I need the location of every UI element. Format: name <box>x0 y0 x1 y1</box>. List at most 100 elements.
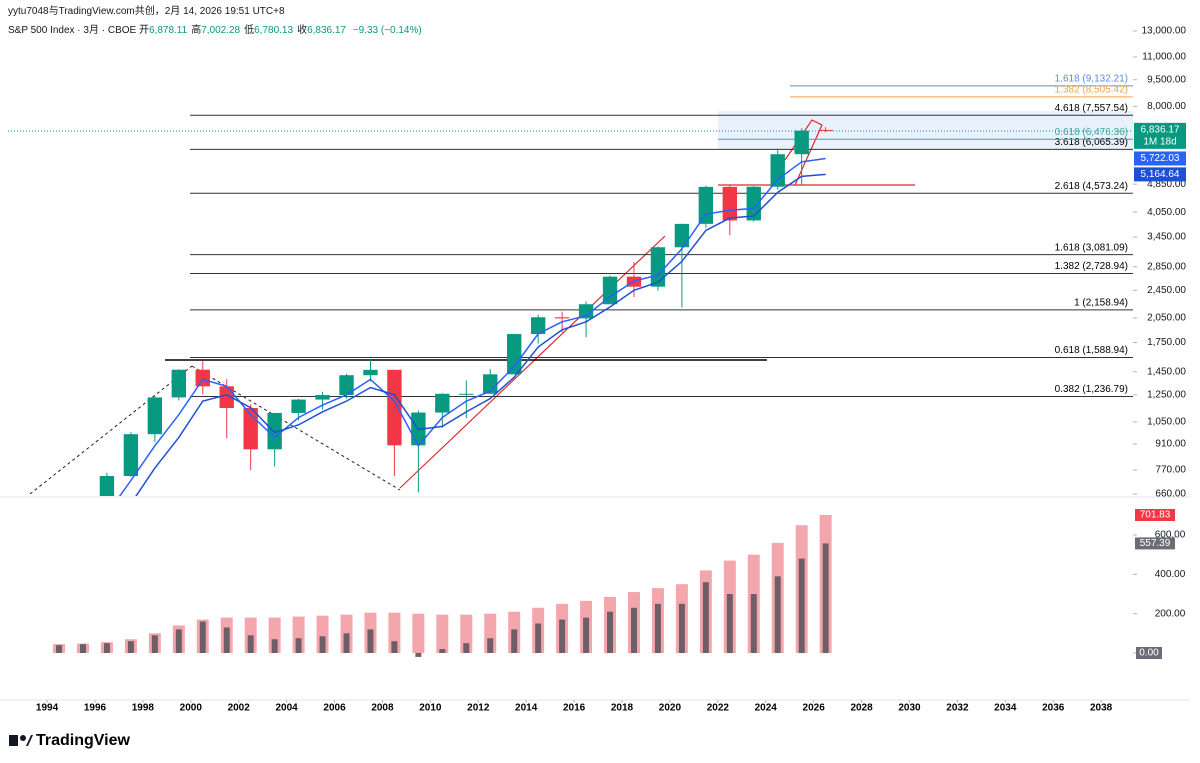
legend-row: S&P 500 Index · 3月 · CBOE 开6,878.11 高7,00… <box>8 24 422 38</box>
indicator-bar <box>175 629 182 653</box>
price-badge-label: 5,722.03 <box>1141 153 1180 164</box>
indicator-bar <box>630 607 637 653</box>
ma-line <box>118 157 826 496</box>
indicator-bar <box>654 603 661 653</box>
y-tick-label: 4,850.00 <box>1147 179 1186 190</box>
fib-label: 0.382 (1,236.79) <box>1055 384 1128 395</box>
y-tick-label: 2,050.00 <box>1147 313 1186 324</box>
trend-line <box>29 365 193 495</box>
y-tick-label: 11,000.00 <box>1142 52 1186 63</box>
x-tick-label: 2032 <box>946 703 969 714</box>
axis-badge <box>1136 647 1162 659</box>
y-tick-label: 1,450.00 <box>1147 366 1186 377</box>
fib-label: 1.382 (2,728.94) <box>1055 261 1128 272</box>
last-price-label: 6,836.17 <box>1141 124 1180 135</box>
candle-body <box>363 369 378 376</box>
y-tick-label: 4,050.00 <box>1147 207 1186 218</box>
candle-body <box>459 393 474 395</box>
ohlc: 开6,878.11 高7,002.28 低6,780.13 收6,836.17 <box>139 25 350 36</box>
candle-body <box>530 317 546 335</box>
indicator-bar <box>271 639 278 653</box>
candle-body <box>698 186 714 224</box>
fib-zone <box>718 111 1133 149</box>
candle-body <box>818 129 833 131</box>
price-badge <box>1134 122 1186 149</box>
x-tick-label: 2002 <box>228 703 251 714</box>
change: −9.33 (−0.14%) <box>352 25 422 36</box>
candle-body <box>483 374 498 394</box>
y-tick-label: 13,000.00 <box>1142 26 1187 37</box>
indicator-bar <box>750 594 757 653</box>
y-tick-label: 1,750.00 <box>1147 337 1186 348</box>
x-tick-label: 2008 <box>371 703 394 714</box>
x-tick-label: 1994 <box>36 703 59 714</box>
x-tick-label: 2036 <box>1042 703 1065 714</box>
indicator-bar <box>127 641 134 653</box>
price-badge <box>1134 151 1186 166</box>
fib-label: 0.618 (6,476.36) <box>1055 127 1128 138</box>
indicator-bar <box>460 614 473 653</box>
candle-body <box>147 397 163 435</box>
x-tick-label: 2030 <box>898 703 921 714</box>
y-tick-label: 3,450.00 <box>1147 232 1186 243</box>
candle-body <box>387 369 402 446</box>
indicator-bar <box>343 633 350 653</box>
axes: 13,000.00 11,000.00 9,500.00 8,000.00 4,850.… <box>36 26 1187 714</box>
indicator-bar <box>678 603 685 653</box>
indicator-bar <box>391 641 398 653</box>
trend-line <box>399 235 666 489</box>
price-badge-label: 5,164.64 <box>1141 169 1180 180</box>
ohlc-label: 低 <box>244 25 255 36</box>
indicator-badge <box>1135 537 1175 550</box>
x-tick-label: 2022 <box>707 703 730 714</box>
y-tick-label: 1,250.00 <box>1147 389 1186 400</box>
ohlc-value: 6,878.11 <box>149 25 188 36</box>
candle-body <box>578 304 594 319</box>
y-tick-label: 2,450.00 <box>1147 285 1186 296</box>
countdown: 1M 18d <box>1143 136 1176 147</box>
indicator-bar <box>415 653 422 657</box>
indicator-bar <box>463 643 470 653</box>
indicator-bar <box>535 623 542 653</box>
price-pane: 0.382 (1,236.79) 0.618 (1,588.94) 1 (2,158… <box>99 73 1133 496</box>
header: yytu7048与TradingView.com共创，2月 14, 2026 1… <box>8 5 422 38</box>
drawings <box>8 111 1133 495</box>
candle-body <box>435 393 450 413</box>
fib-label: 1.618 (3,081.09) <box>1055 242 1128 253</box>
candle-body <box>171 369 186 398</box>
x-tick-label: 2018 <box>611 703 634 714</box>
indicator-bar <box>436 614 449 653</box>
attribution: yytu7048与TradingView.com共创，2月 14, 2026 1… <box>8 6 285 17</box>
indicator-bar <box>559 619 566 653</box>
indicator-bar <box>774 576 781 653</box>
ohlc-value: 6,836.17 <box>307 25 346 36</box>
x-tick-label: 2010 <box>419 703 442 714</box>
candle-body <box>195 369 210 387</box>
x-tick-label: 1998 <box>132 703 155 714</box>
indicator-bar <box>268 617 281 653</box>
price-badge <box>1134 167 1186 182</box>
y-tick-label: 660.00 <box>1155 489 1186 500</box>
y-tick-label: 200.00 <box>1155 608 1186 619</box>
indicator-value: 557.39 <box>1140 538 1171 549</box>
indicator-bar <box>79 644 86 653</box>
fib-label: 3.618 (6,065.39) <box>1055 137 1128 148</box>
x-tick-label: 1996 <box>84 703 107 714</box>
candle-body <box>554 317 570 319</box>
y-tick-label: 0.00 <box>1139 648 1159 659</box>
indicator-bar <box>151 635 158 653</box>
x-tick-label: 2014 <box>515 703 538 714</box>
fib-label: 4.618 (7,557.54) <box>1055 103 1128 114</box>
indicator-value: 701.83 <box>1140 510 1171 521</box>
indicator-bar <box>292 616 305 653</box>
ma-line <box>135 173 826 496</box>
fib-label: 1.618 (9,132.21) <box>1055 73 1128 84</box>
fib-label: 0.618 (1,588.94) <box>1055 345 1128 356</box>
y-tick-label: 770.00 <box>1155 465 1186 476</box>
candle-body <box>315 395 330 400</box>
ohlc-label: 开 <box>139 25 149 36</box>
indicator-bar <box>822 543 829 653</box>
indicator-bar <box>484 613 497 653</box>
indicator-bar <box>487 638 494 653</box>
